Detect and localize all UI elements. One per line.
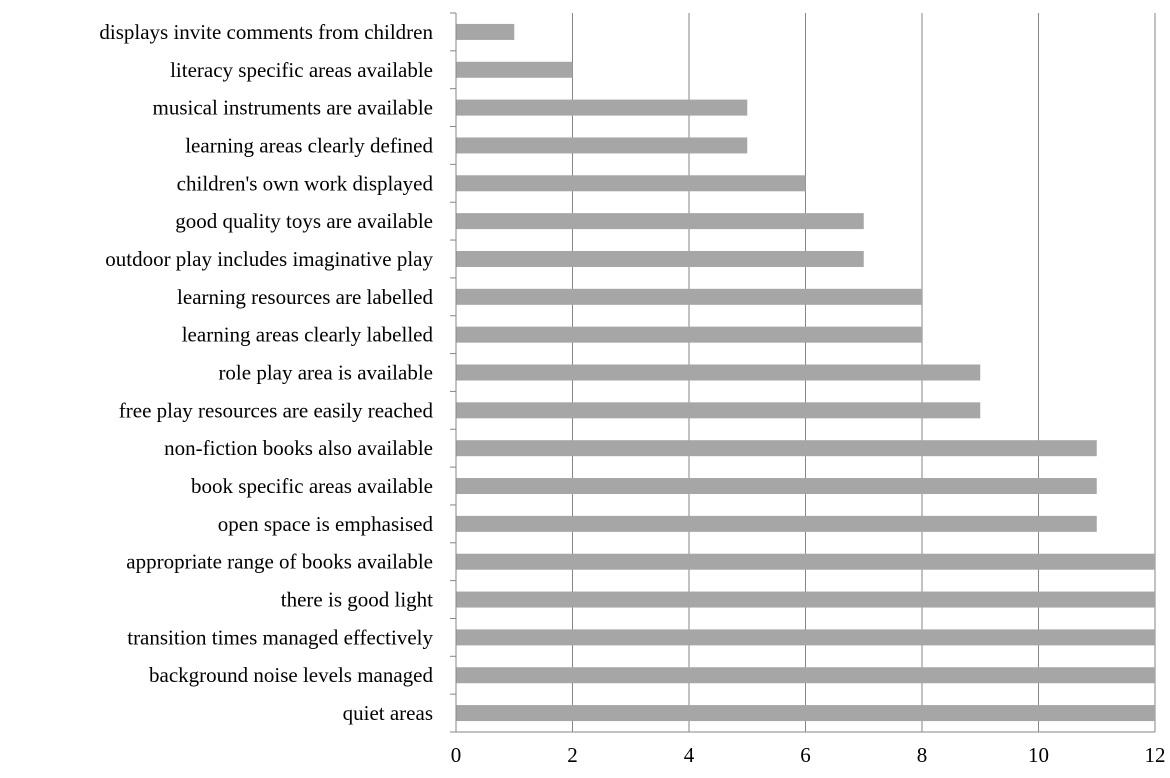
category-label: quiet areas <box>343 701 433 725</box>
bar <box>456 326 922 343</box>
bar <box>456 99 748 116</box>
x-tick-labels: 0 2 4 6 8 10 12 <box>451 743 1166 767</box>
bar <box>456 705 1155 722</box>
category-label: outdoor play includes imaginative play <box>105 247 433 271</box>
category-label: learning areas clearly defined <box>185 133 433 157</box>
bar <box>456 629 1155 646</box>
category-label: literacy specific areas available <box>170 58 433 82</box>
bar <box>456 667 1155 684</box>
category-label: learning resources are labelled <box>177 285 433 309</box>
bar <box>456 288 922 305</box>
category-label: open space is emphasised <box>218 512 434 536</box>
bar <box>456 213 864 230</box>
bar <box>456 591 1155 608</box>
x-tick-label: 2 <box>567 743 578 767</box>
category-label: children's own work displayed <box>177 171 434 195</box>
x-tick-label: 4 <box>684 743 695 767</box>
category-label: displays invite comments from children <box>99 20 433 44</box>
x-tick-label: 0 <box>451 743 462 767</box>
category-label: learning areas clearly labelled <box>182 323 434 347</box>
bar <box>456 515 1097 532</box>
category-label: free play resources are easily reached <box>119 398 434 422</box>
bar <box>456 61 573 78</box>
bar <box>456 250 864 267</box>
x-tick-label: 10 <box>1028 743 1049 767</box>
category-label: book specific areas available <box>191 474 433 498</box>
category-labels: displays invite comments from children li… <box>99 20 433 725</box>
category-label: musical instruments are available <box>153 96 434 120</box>
category-label: there is good light <box>281 588 433 612</box>
category-label: role play area is available <box>218 361 433 385</box>
x-tick-label: 12 <box>1145 743 1166 767</box>
category-label: non-fiction books also available <box>164 436 433 460</box>
category-label: background noise levels managed <box>149 663 433 687</box>
bars <box>456 23 1155 722</box>
bar <box>456 553 1155 570</box>
bar <box>456 478 1097 495</box>
x-tick-label: 8 <box>917 743 928 767</box>
bar <box>456 137 748 154</box>
bar <box>456 23 515 40</box>
axes <box>450 12 1155 733</box>
bar <box>456 402 981 419</box>
bar <box>456 364 981 381</box>
category-label: appropriate range of books available <box>126 550 433 574</box>
bar <box>456 175 806 192</box>
category-label: good quality toys are available <box>175 209 433 233</box>
category-label: transition times managed effectively <box>127 625 433 649</box>
x-tick-label: 6 <box>800 743 811 767</box>
bar <box>456 440 1097 457</box>
